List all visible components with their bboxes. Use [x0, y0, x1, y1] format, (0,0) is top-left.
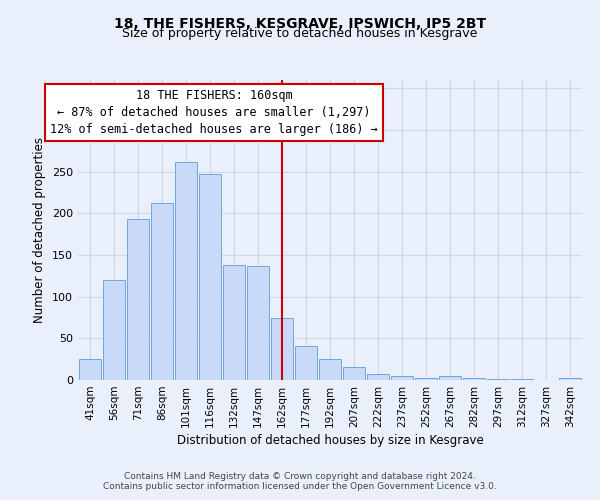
Bar — [463, 378, 485, 380]
Bar — [175, 162, 197, 380]
Y-axis label: Number of detached properties: Number of detached properties — [34, 137, 46, 323]
Bar — [295, 346, 317, 380]
Text: 18, THE FISHERS, KESGRAVE, IPSWICH, IP5 2BT: 18, THE FISHERS, KESGRAVE, IPSWICH, IP5 … — [114, 18, 486, 32]
Bar — [559, 378, 581, 380]
Bar — [199, 174, 221, 380]
Bar — [223, 265, 245, 380]
Text: 18 THE FISHERS: 160sqm
← 87% of detached houses are smaller (1,297)
12% of semi-: 18 THE FISHERS: 160sqm ← 87% of detached… — [50, 89, 378, 136]
Bar — [487, 379, 509, 380]
Bar — [247, 266, 269, 380]
Bar — [367, 374, 389, 380]
Bar — [343, 366, 365, 380]
Bar — [511, 379, 533, 380]
Bar — [271, 318, 293, 380]
Bar — [151, 202, 173, 380]
Bar — [391, 376, 413, 380]
Text: Size of property relative to detached houses in Kesgrave: Size of property relative to detached ho… — [122, 28, 478, 40]
Bar — [127, 219, 149, 380]
Bar — [79, 359, 101, 380]
Bar — [103, 280, 125, 380]
Text: Contains HM Land Registry data © Crown copyright and database right 2024.: Contains HM Land Registry data © Crown c… — [124, 472, 476, 481]
Bar — [415, 378, 437, 380]
Text: Contains public sector information licensed under the Open Government Licence v3: Contains public sector information licen… — [103, 482, 497, 491]
Bar — [319, 359, 341, 380]
X-axis label: Distribution of detached houses by size in Kesgrave: Distribution of detached houses by size … — [176, 434, 484, 447]
Bar — [439, 376, 461, 380]
